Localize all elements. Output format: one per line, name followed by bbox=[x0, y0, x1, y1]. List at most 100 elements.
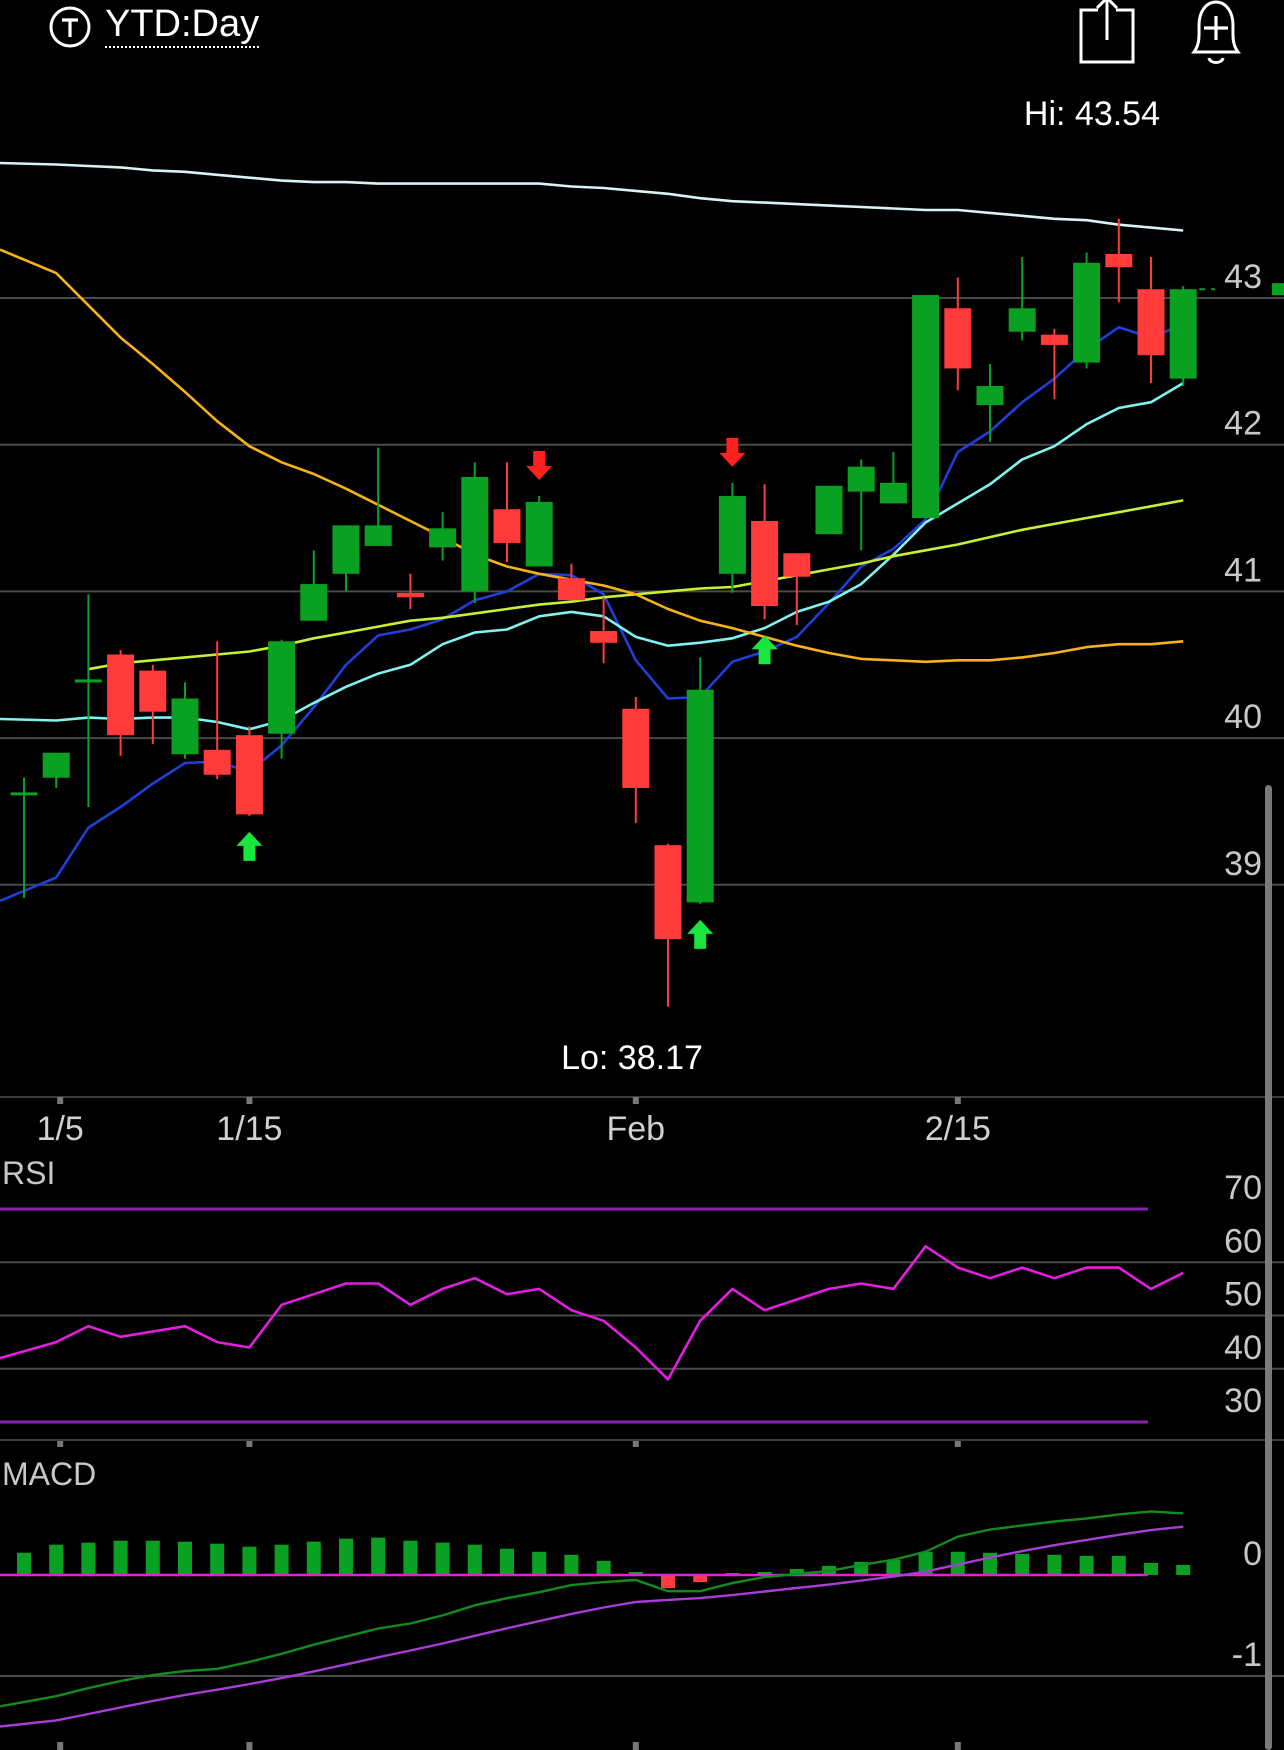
x-axis-label: 2/15 bbox=[925, 1110, 991, 1148]
rsi-axis-label: 70 bbox=[1224, 1169, 1262, 1207]
x-tick bbox=[57, 1440, 64, 1447]
candle-body bbox=[686, 689, 714, 903]
candle bbox=[815, 485, 843, 535]
candle-body bbox=[139, 670, 167, 712]
candle-body bbox=[847, 466, 875, 492]
candle-body bbox=[429, 528, 457, 548]
candle bbox=[171, 682, 199, 759]
candle bbox=[396, 573, 424, 610]
candle-body bbox=[944, 308, 972, 369]
candle-body bbox=[525, 501, 553, 567]
macd-histogram-bar bbox=[1144, 1562, 1158, 1575]
candle bbox=[976, 364, 1004, 442]
candle-body bbox=[396, 592, 424, 598]
moving-average-sma10 bbox=[0, 381, 1184, 731]
x-tick bbox=[246, 1440, 253, 1447]
macd-histogram-bar bbox=[178, 1541, 192, 1575]
candle bbox=[751, 484, 779, 620]
candle bbox=[203, 641, 231, 780]
buy-signal-arrow bbox=[751, 635, 778, 665]
candle bbox=[1073, 252, 1101, 369]
candle bbox=[944, 277, 972, 391]
candle-body bbox=[879, 482, 907, 504]
x-tick bbox=[954, 1440, 961, 1447]
candle-body bbox=[815, 485, 843, 535]
candle-body bbox=[718, 496, 746, 574]
candle-body bbox=[461, 476, 489, 592]
candle-body bbox=[74, 679, 102, 683]
x-tick bbox=[954, 1742, 961, 1750]
macd-histogram-bar bbox=[210, 1543, 225, 1575]
macd-histogram-bar bbox=[789, 1568, 804, 1575]
x-tick bbox=[632, 1440, 639, 1447]
x-tick bbox=[57, 1742, 64, 1750]
period-selector[interactable]: YTD:Day bbox=[105, 2, 260, 48]
buy-signal-arrow bbox=[236, 831, 263, 861]
top-bar: YTD:Day bbox=[0, 0, 1284, 64]
candle-body bbox=[751, 520, 779, 607]
candle-body bbox=[912, 295, 940, 519]
macd-axis-label: -1 bbox=[1232, 1636, 1262, 1674]
macd-histogram-bar bbox=[1047, 1554, 1062, 1575]
candle bbox=[879, 452, 907, 504]
candle-body bbox=[1137, 289, 1165, 356]
moving-average-sma5 bbox=[0, 323, 1184, 903]
last-price-marker bbox=[1272, 283, 1284, 296]
rsi-title: RSI bbox=[2, 1155, 55, 1191]
candle bbox=[429, 512, 457, 561]
macd-histogram-bar bbox=[661, 1575, 675, 1589]
candle bbox=[718, 482, 746, 593]
macd-histogram-bar bbox=[435, 1542, 450, 1575]
macd-histogram-bar bbox=[49, 1544, 64, 1575]
candle bbox=[42, 752, 70, 788]
candle-body bbox=[171, 698, 199, 755]
candle bbox=[1169, 286, 1197, 387]
candle-body bbox=[300, 584, 328, 621]
add-alert-bell-icon[interactable] bbox=[1180, 0, 1252, 68]
candle bbox=[783, 553, 811, 626]
rsi-axis-label: 40 bbox=[1224, 1329, 1262, 1367]
candle-body bbox=[783, 553, 811, 577]
candle-body bbox=[235, 735, 263, 815]
macd-title: MACD bbox=[2, 1456, 96, 1492]
macd-histogram-bar bbox=[274, 1544, 289, 1575]
candle bbox=[1008, 256, 1036, 341]
x-axis-label: 1/15 bbox=[216, 1110, 282, 1148]
candle-body bbox=[364, 525, 392, 546]
candle bbox=[686, 657, 714, 904]
price-axis-label: 42 bbox=[1224, 405, 1262, 443]
candle bbox=[912, 295, 940, 519]
macd-histogram-bar bbox=[306, 1541, 321, 1575]
macd-histogram-bar bbox=[17, 1552, 31, 1575]
candle-body bbox=[654, 845, 682, 940]
candle-body bbox=[590, 631, 618, 643]
t-circle-icon[interactable] bbox=[48, 5, 92, 49]
rsi-axis-label: 30 bbox=[1224, 1382, 1262, 1420]
candle-body bbox=[332, 525, 360, 574]
macd-histogram-bar bbox=[628, 1571, 643, 1575]
candle bbox=[10, 777, 38, 899]
candle bbox=[139, 664, 167, 744]
candle bbox=[235, 726, 263, 816]
scrollbar[interactable] bbox=[1265, 785, 1272, 1750]
candle bbox=[590, 597, 618, 664]
macd-histogram-bar bbox=[242, 1546, 257, 1575]
candle-body bbox=[493, 509, 521, 543]
macd-line bbox=[0, 1510, 1184, 1708]
candle bbox=[1105, 218, 1133, 303]
candle-body bbox=[10, 792, 38, 796]
rsi-axis-label: 60 bbox=[1224, 1222, 1262, 1260]
x-tick bbox=[57, 1097, 64, 1104]
macd-histogram-bar bbox=[918, 1551, 933, 1575]
candle-body bbox=[268, 641, 296, 734]
price-axis-label: 43 bbox=[1224, 258, 1262, 296]
candle bbox=[557, 563, 585, 601]
share-icon[interactable] bbox=[1076, 0, 1138, 66]
moving-average-sma200 bbox=[0, 161, 1184, 232]
macd-histogram-bar bbox=[1176, 1564, 1191, 1575]
macd-signal-line bbox=[0, 1525, 1184, 1728]
macd-histogram-bar bbox=[757, 1571, 772, 1575]
x-tick bbox=[246, 1742, 253, 1750]
sell-signal-arrow bbox=[719, 437, 746, 467]
